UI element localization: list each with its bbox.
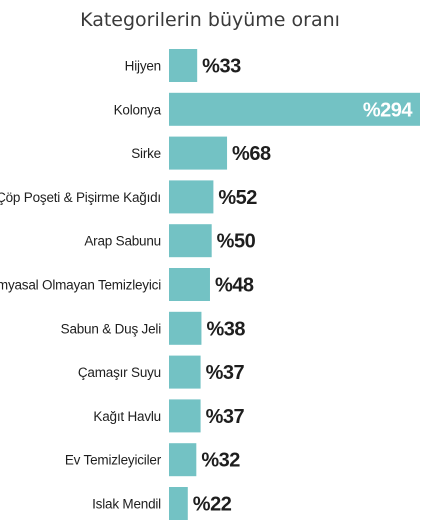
bar bbox=[169, 355, 201, 389]
category-label: Arap Sabunu bbox=[84, 234, 161, 249]
value-label: %68 bbox=[232, 143, 271, 165]
bar bbox=[169, 136, 228, 170]
bars-group: Hijyen %33 Kolonya %294 Sirke %68 Çöp Poşeti &… bbox=[0, 49, 420, 520]
category-label: Kağıt Havlu bbox=[93, 409, 161, 424]
category-label: Hijyen bbox=[125, 59, 161, 74]
value-label: %37 bbox=[206, 362, 245, 384]
value-label: %22 bbox=[193, 494, 232, 516]
bar bbox=[169, 399, 201, 433]
bar bbox=[169, 49, 198, 82]
category-label: Islak Mendil bbox=[92, 497, 161, 512]
value-label: %50 bbox=[217, 231, 256, 253]
category-label: Çamaşır Suyu bbox=[78, 365, 161, 380]
value-label: %38 bbox=[206, 318, 245, 340]
category-label: Sabun & Duş Jeli bbox=[61, 321, 162, 336]
bar bbox=[169, 92, 420, 126]
value-label: %294 bbox=[363, 99, 414, 121]
category-label: Sirke bbox=[131, 146, 161, 161]
category-label: Ev Temizleyiciler bbox=[65, 453, 162, 468]
category-label: Kimyasal Olmayan Temizleyici bbox=[0, 278, 161, 293]
value-label: %32 bbox=[201, 450, 240, 472]
value-label: %33 bbox=[202, 56, 241, 78]
category-label: Çöp Poşeti & Pişirme Kağıdı bbox=[0, 190, 161, 205]
category-label: Kolonya bbox=[114, 102, 162, 117]
bar bbox=[169, 443, 197, 477]
bar bbox=[169, 487, 188, 520]
bar bbox=[169, 224, 212, 258]
chart-title: Kategorilerin büyüme oranı bbox=[80, 9, 340, 31]
value-label: %37 bbox=[206, 406, 245, 428]
bar bbox=[169, 268, 210, 301]
bar bbox=[169, 180, 214, 214]
value-label: %52 bbox=[218, 187, 257, 209]
bar bbox=[169, 311, 202, 345]
value-label: %48 bbox=[215, 275, 254, 297]
